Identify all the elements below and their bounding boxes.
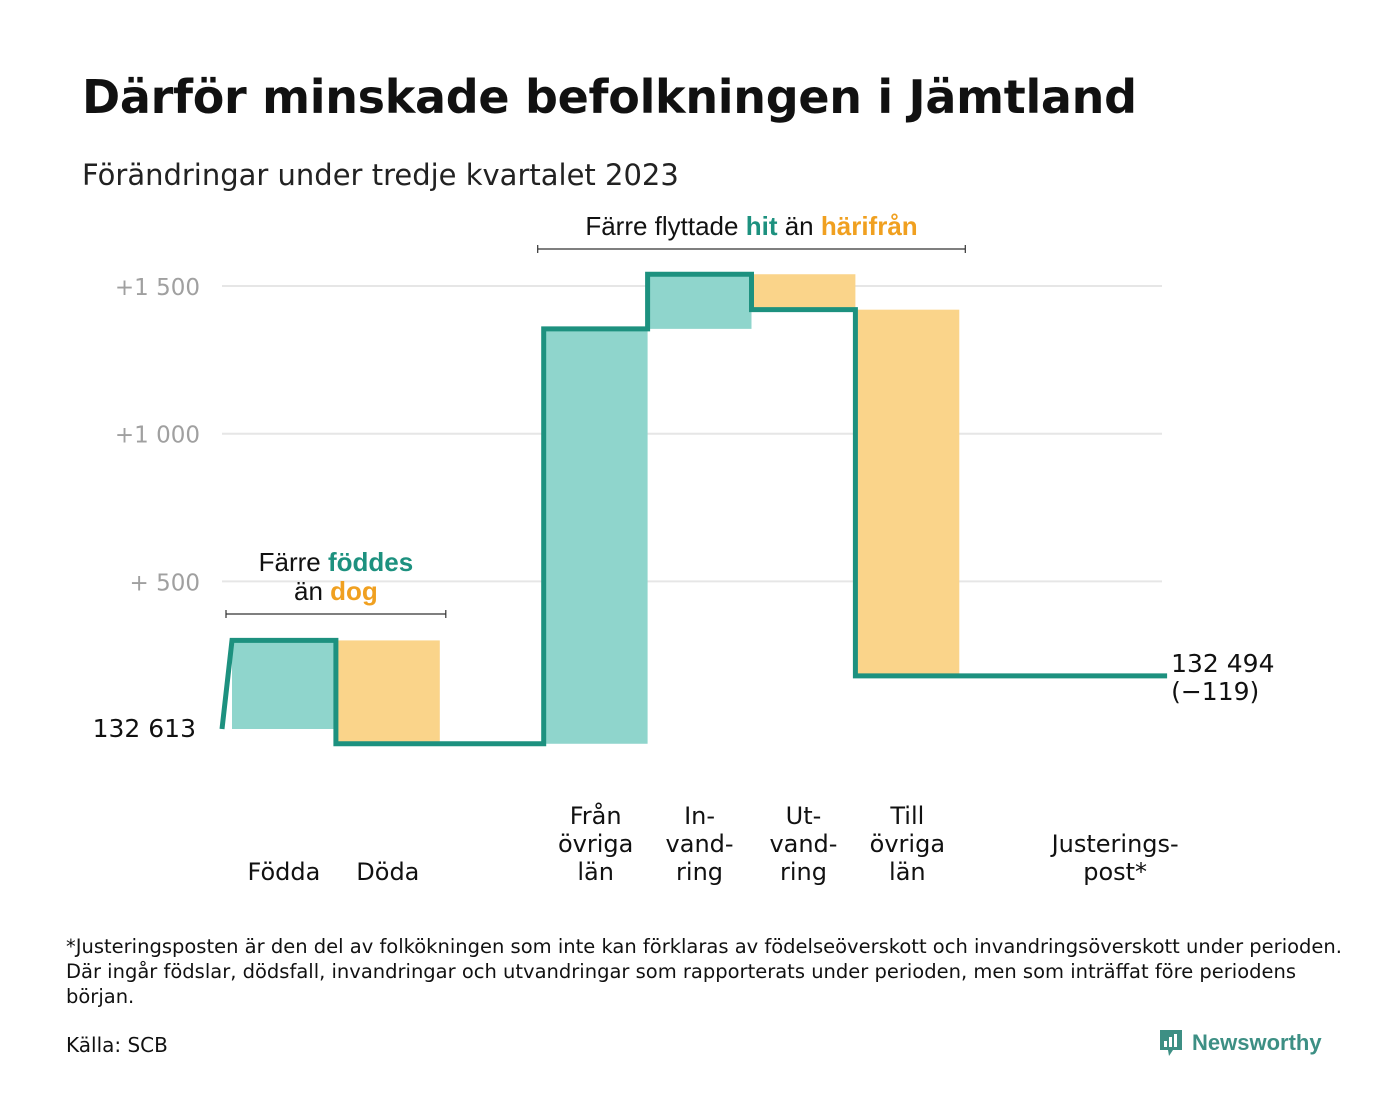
annotation-highlight: härifrån [821, 211, 918, 241]
annotation-text: Färre föddes [259, 547, 414, 577]
category-label: post* [1083, 858, 1147, 886]
category-label: Till [889, 802, 924, 830]
category-label: övriga [558, 830, 633, 858]
annotation-highlight: hit [746, 211, 778, 241]
brand-name: Newsworthy [1192, 1030, 1322, 1055]
category-label: län [577, 858, 614, 886]
annotation-word: Färre flyttade [585, 211, 745, 241]
increase-bar [647, 274, 752, 329]
category-label: Döda [356, 858, 419, 886]
annotation-text: Färre flyttade hit än härifrån [585, 211, 917, 241]
category-label: Ut- [786, 802, 822, 830]
category-label: Från [570, 801, 622, 830]
category-label: län [889, 858, 926, 886]
end-value-label: 132 494 [1171, 649, 1274, 678]
annotation-text: än dog [294, 576, 378, 606]
decrease-bar [335, 640, 440, 744]
source-label: Källa: SCB [66, 1033, 168, 1057]
category-label: Födda [248, 858, 321, 886]
cumulative-step-line [219, 271, 1168, 747]
annotation-highlight: föddes [328, 547, 413, 577]
category-label: ring [676, 858, 723, 886]
decrease-bar [751, 274, 856, 310]
annotation-highlight: dog [330, 576, 378, 606]
chart-title: Därför minskade befolkningen i Jämtland [82, 70, 1137, 124]
annotation-word: än [777, 211, 820, 241]
footnote: *Justeringsposten är den del av folkökni… [66, 935, 1342, 1008]
change-value-label: (−119) [1171, 677, 1259, 706]
category-label: ring [780, 858, 827, 886]
chart-subtitle: Förändringar under tredje kvartalet 2023 [82, 158, 679, 192]
category-label: övriga [870, 830, 945, 858]
annotation-word: än [294, 576, 330, 606]
newsworthy-brand[interactable]: Newsworthy [1158, 1028, 1322, 1058]
annotation-word: Färre [259, 547, 328, 577]
category-label: Justerings- [1050, 830, 1179, 858]
y-tick-label: +1 500 [115, 275, 200, 301]
newsworthy-logo-icon [1160, 1030, 1182, 1056]
category-label: In- [684, 802, 715, 830]
increase-bar [232, 640, 336, 729]
increase-bar [543, 328, 648, 744]
category-label: vand- [769, 830, 837, 858]
category-label: vand- [666, 830, 734, 858]
y-tick-label: +1 000 [115, 423, 200, 449]
start-value-label: 132 613 [93, 714, 196, 743]
y-tick-label: + 500 [130, 570, 200, 596]
decrease-bar [855, 309, 960, 676]
